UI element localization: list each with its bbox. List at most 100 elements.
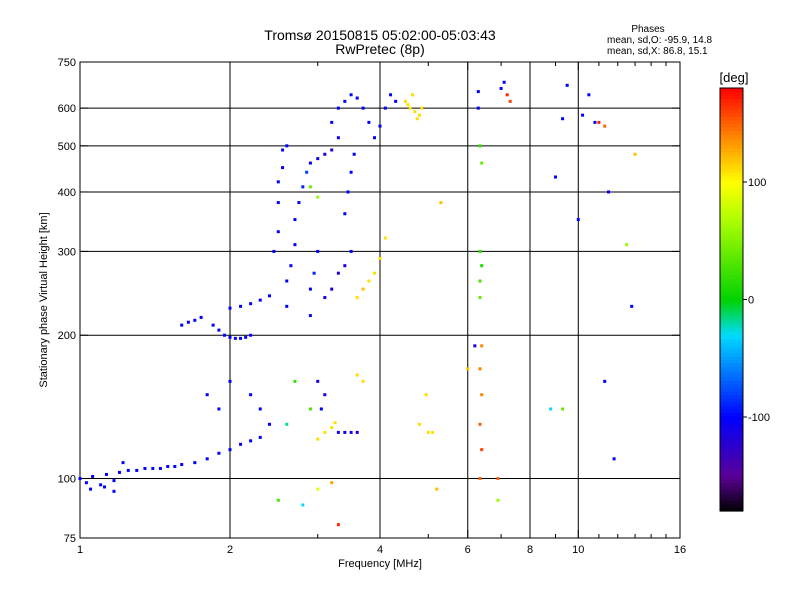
data-point [258, 435, 262, 439]
colorbar-band [720, 278, 743, 283]
colorbar-band [720, 451, 743, 456]
data-point [293, 379, 297, 383]
data-point [549, 407, 553, 411]
data-point [186, 320, 190, 324]
data-point [424, 393, 428, 397]
colorbar-band [720, 218, 743, 223]
stats-heading: Phases [631, 24, 664, 35]
data-point [478, 279, 482, 283]
data-point [316, 249, 320, 253]
data-point [223, 333, 227, 337]
data-point [565, 83, 569, 87]
colorbar-band [720, 190, 743, 195]
colorbar-band [720, 341, 743, 346]
data-point [561, 407, 565, 411]
colorbar-band [720, 458, 743, 463]
colorbar-band [720, 197, 743, 202]
data-point [478, 144, 482, 148]
data-point [593, 120, 597, 124]
data-point [505, 93, 509, 97]
y-tick-label: 200 [58, 330, 76, 342]
data-point [249, 302, 253, 306]
data-point [316, 437, 320, 441]
data-point [301, 503, 305, 507]
data-point [330, 120, 334, 124]
colorbar-band [720, 454, 743, 459]
data-point [267, 422, 271, 426]
colorbar-band [720, 306, 743, 311]
data-point [285, 304, 289, 308]
colorbar-band [720, 359, 743, 364]
colorbar-band [720, 225, 743, 230]
data-point [349, 93, 353, 97]
colorbar-band [720, 257, 743, 262]
data-point [349, 430, 353, 434]
colorbar-band [720, 482, 743, 487]
data-point [272, 249, 276, 253]
data-point [561, 117, 565, 121]
data-point [496, 477, 500, 481]
colorbar-band [720, 408, 743, 413]
data-point [361, 106, 365, 110]
data-point [346, 190, 350, 194]
header: Tromsø 20150815 05:02:00-05:03:43 RwPret… [264, 27, 496, 57]
data-point [355, 96, 359, 100]
data-point [394, 99, 398, 103]
data-point [323, 296, 327, 300]
colorbar-band [720, 436, 743, 442]
colorbar-band [720, 200, 743, 205]
colorbar-band [720, 412, 743, 417]
colorbar-band [720, 154, 743, 160]
data-point [466, 367, 470, 371]
data-point [135, 468, 139, 472]
data-point [336, 523, 340, 527]
plot-area: 1 2 4 6 8 10 16 75 100 200 300 400 500 600 750 Frequenc… [38, 57, 686, 570]
colorbar-band [720, 391, 743, 396]
colorbar-band [720, 426, 743, 431]
colorbar-tick-label: 100 [748, 177, 766, 189]
y-axis-label: Stationary phase Virtual Height [km] [38, 212, 50, 387]
data-point [158, 466, 162, 470]
data-point [383, 106, 387, 110]
data-point [413, 110, 417, 114]
colorbar-band [720, 377, 743, 382]
stats-o-mode: mean, sd,O: -95.9, 14.8 [607, 35, 712, 46]
colorbar-band [720, 137, 743, 142]
data-point [480, 393, 484, 397]
data-point [415, 117, 419, 121]
data-point [343, 99, 347, 103]
data-point [180, 463, 184, 467]
colorbar-band [720, 394, 743, 399]
data-point [343, 264, 347, 268]
x-tick-label: 8 [527, 544, 533, 556]
data-point [478, 296, 482, 300]
colorbar-band [720, 324, 743, 329]
data-point [258, 298, 262, 302]
colorbar-band [720, 447, 743, 452]
colorbar-band [720, 133, 743, 138]
colorbar-band [720, 479, 743, 484]
data-point [403, 99, 407, 103]
y-tick-label: 500 [58, 141, 76, 153]
colorbar-band [720, 250, 743, 255]
data-point [285, 279, 289, 283]
data-point [630, 304, 634, 308]
data-point [333, 421, 337, 425]
data-point [126, 468, 130, 472]
colorbar-band [720, 461, 743, 466]
data-point [439, 201, 443, 205]
data-point [91, 474, 95, 478]
data-point [99, 483, 103, 487]
colorbar-band [720, 387, 743, 392]
data-point [417, 422, 421, 426]
data-point [166, 464, 170, 468]
data-point [228, 448, 232, 452]
colorbar-band [720, 380, 743, 385]
data-point [367, 279, 371, 283]
data-point [308, 287, 312, 291]
colorbar-band [720, 303, 743, 308]
data-point [496, 498, 500, 502]
colorbar-band [720, 468, 743, 473]
data-point [373, 271, 377, 275]
colorbar-band [720, 116, 743, 121]
